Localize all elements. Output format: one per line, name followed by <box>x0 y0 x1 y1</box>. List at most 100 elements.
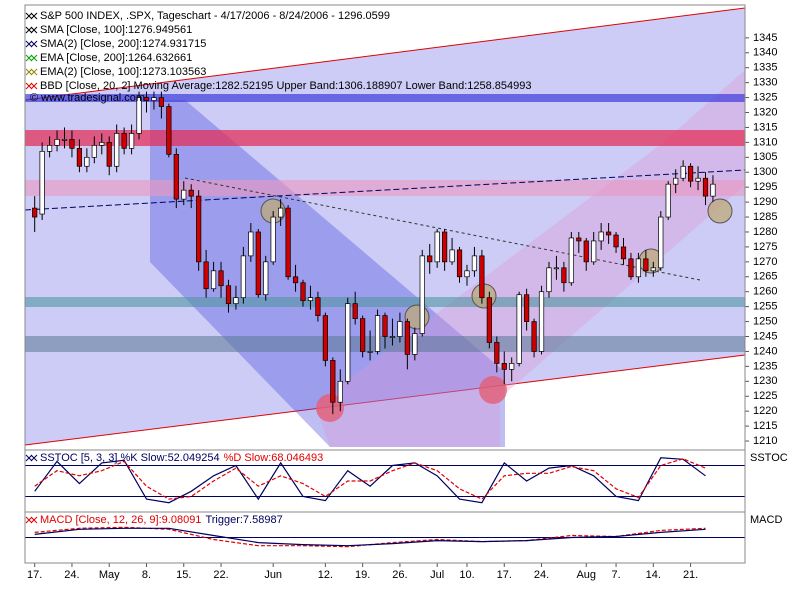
y-tick-label: 1295 <box>753 181 777 193</box>
candle-body <box>464 270 470 278</box>
candle-body <box>553 267 560 270</box>
candle-body <box>292 276 299 284</box>
x-tick-label: 24. <box>534 569 549 581</box>
candle-body <box>106 142 112 167</box>
indicator-icon <box>25 68 38 76</box>
candle-body <box>203 261 209 290</box>
x-tick-label: 17. <box>27 569 42 581</box>
labels: S&P 500 INDEX, .SPX, Tageschart - 4/17/2… <box>25 10 788 581</box>
candle-body <box>635 258 642 278</box>
indicator-label: BBD [Close, 20, 2] Moving Average:1282.5… <box>40 80 532 92</box>
x-tick-label: Aug <box>576 569 596 581</box>
candle-body <box>210 270 217 290</box>
candle-body <box>285 207 291 278</box>
candle-body <box>136 97 142 134</box>
marker-circle <box>707 198 733 224</box>
candle-body <box>218 270 224 287</box>
candle-body <box>710 183 716 197</box>
candle-body <box>598 231 604 242</box>
candle-body <box>367 351 373 353</box>
channel-line <box>24 354 746 446</box>
candle-body <box>434 231 440 263</box>
candle-body <box>494 342 500 364</box>
y-tick-label: 1290 <box>753 196 777 208</box>
candle-body <box>99 142 105 146</box>
y-tick-label: 1220 <box>753 405 777 417</box>
legend-entry: %D Slow:68.046493 <box>224 452 324 464</box>
y-tick-label: 1330 <box>753 77 777 89</box>
marks <box>25 37 749 567</box>
indicator-line <box>34 527 706 547</box>
indicator-icon <box>25 54 38 62</box>
candle-body <box>196 195 202 263</box>
candle-body <box>665 183 671 218</box>
frame <box>24 4 746 564</box>
candle-body <box>404 321 410 355</box>
candle-body <box>486 297 492 343</box>
trend-line <box>24 169 746 211</box>
candle-body <box>330 360 336 403</box>
candle-body <box>32 207 38 218</box>
candle-body <box>702 177 709 197</box>
indicator-label: SMA(2) [Close, 200]:1274.931715 <box>40 38 206 50</box>
x-tick-label: 8. <box>142 569 151 581</box>
candle-body <box>538 291 545 352</box>
legend-entry: Trigger:7.58987 <box>205 514 282 526</box>
x-tick-label: 19. <box>355 569 370 581</box>
candle-body <box>397 321 403 337</box>
candle-body <box>628 258 634 278</box>
candle-body <box>307 297 314 302</box>
candle-body <box>427 255 433 263</box>
candle-body <box>255 231 261 296</box>
band <box>25 94 745 102</box>
channel-line <box>24 7 746 101</box>
candle-body <box>591 240 597 263</box>
candle-body <box>128 133 135 149</box>
y-tick-label: 1270 <box>753 256 777 268</box>
candle-body <box>673 177 679 185</box>
candle-body <box>76 148 83 167</box>
indicator-line <box>34 457 706 504</box>
y-tick-label: 1335 <box>753 62 777 74</box>
y-tick-label: 1275 <box>753 241 777 253</box>
candle-body <box>449 249 455 263</box>
legend-entry: SSTOC [5, 3, 3] %K Slow:52.049254 <box>40 452 220 464</box>
y-tick-label: 1235 <box>753 360 777 372</box>
candle-body <box>695 177 701 182</box>
candle-body <box>568 237 574 284</box>
candle-body <box>151 97 157 101</box>
up-channel <box>315 70 745 447</box>
candle-body <box>39 150 45 215</box>
y-tick-label: 1215 <box>753 420 777 432</box>
y-tick-label: 1255 <box>753 301 777 313</box>
pane-axis-label: SSTOC <box>750 452 788 464</box>
candle-body <box>240 255 246 299</box>
pane-axis-label: MACD <box>750 514 782 526</box>
x-tick-label: 17. <box>497 569 512 581</box>
x-tick-label: 12. <box>318 569 333 581</box>
band <box>25 297 745 307</box>
wide-channel <box>25 8 745 445</box>
indicator-label: SMA [Close, 100]:1276.949561 <box>40 24 192 36</box>
indicator-icon <box>25 454 38 462</box>
candle-body <box>680 165 686 179</box>
candle-body <box>613 234 619 248</box>
candle-body <box>114 133 120 167</box>
candle-body <box>516 294 522 364</box>
candle-body <box>188 189 194 197</box>
candle-body <box>524 294 530 322</box>
candle-body <box>352 303 358 319</box>
x-tick-label: May <box>99 569 120 581</box>
y-tick-label: 1265 <box>753 271 777 283</box>
candle-body <box>479 255 485 299</box>
x-tick-label: 21. <box>683 569 698 581</box>
band <box>25 130 745 146</box>
indicator-label: EMA [Close, 200]:1264.632661 <box>40 52 192 64</box>
candle-body <box>46 145 53 152</box>
candle-body <box>181 189 187 200</box>
macd-pane <box>24 511 746 564</box>
candle-body <box>278 207 284 218</box>
x-tick-label: 22. <box>213 569 228 581</box>
candle-body <box>442 231 448 263</box>
